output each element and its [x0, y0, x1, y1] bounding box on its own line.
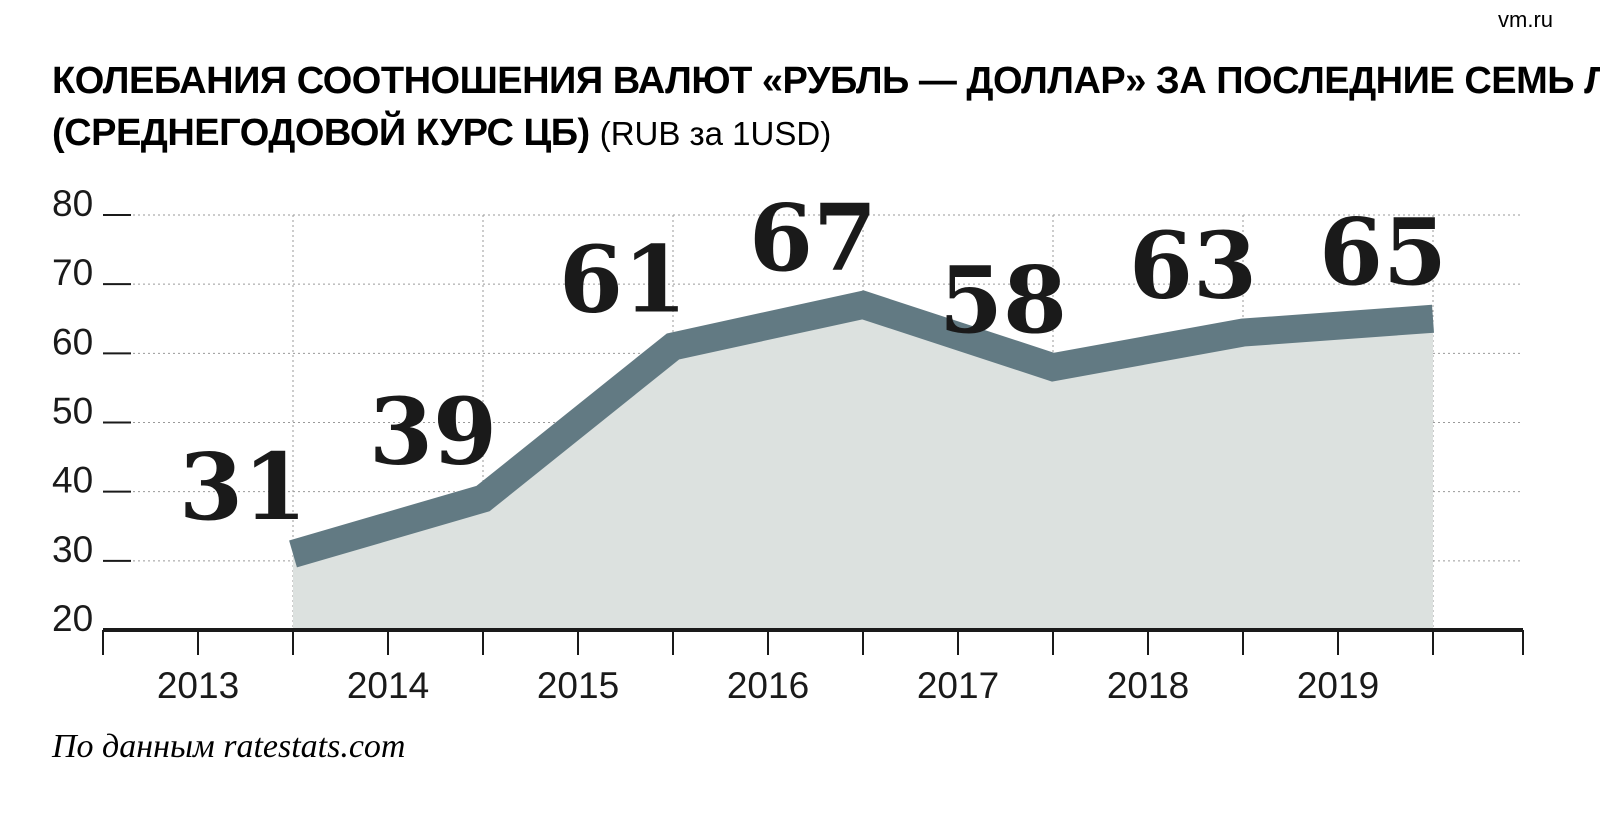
area-layer — [293, 304, 1433, 630]
data-label: 31 — [179, 433, 307, 541]
data-label: 61 — [559, 225, 687, 333]
y-tick-label: 70 — [52, 252, 93, 293]
y-tick-label: 40 — [52, 460, 93, 501]
series-area — [293, 304, 1433, 630]
series-line — [289, 290, 1435, 568]
chart-title-line2: (СРЕДНЕГОДОВОЙ КУРС ЦБ) (RUB за 1USD) — [52, 109, 831, 154]
chart-title-unit: (RUB за 1USD) — [600, 115, 832, 152]
source-note: По данным ratestats.com — [51, 728, 405, 765]
y-tick-label: 50 — [52, 391, 93, 432]
label-layer: 31 39 61 67 58 63 65 — [179, 184, 1447, 541]
chart-title-line2-main: (СРЕДНЕГОДОВОЙ КУРС ЦБ) — [52, 109, 590, 154]
x-tick-label: 2015 — [537, 665, 619, 706]
data-label: 67 — [749, 184, 877, 292]
x-tick-label: 2013 — [157, 665, 239, 706]
y-tick-label: 60 — [52, 321, 93, 362]
data-label: 65 — [1319, 198, 1447, 306]
y-tick-label: 80 — [52, 183, 93, 224]
x-tick-label: 2014 — [347, 665, 429, 706]
data-label: 58 — [939, 246, 1067, 354]
x-tick-label: 2019 — [1297, 665, 1379, 706]
data-label: 63 — [1129, 212, 1257, 320]
line-layer — [289, 290, 1435, 568]
x-tick-label: 2018 — [1107, 665, 1189, 706]
x-tick-label: 2016 — [727, 665, 809, 706]
x-tick-label: 2017 — [917, 665, 999, 706]
data-label: 39 — [369, 378, 497, 486]
chart-title-line1: КОЛЕБАНИЯ СООТНОШЕНИЯ ВАЛЮТ «РУБЛЬ — ДОЛ… — [52, 60, 1600, 102]
watermark-text: vm.ru — [1498, 7, 1553, 32]
y-tick-label: 30 — [52, 529, 93, 570]
axis-layer: 20 30 40 50 60 70 80 2013 2014 2015 2016 2017 2018 20… — [52, 183, 1524, 706]
y-tick-label: 20 — [52, 598, 93, 639]
